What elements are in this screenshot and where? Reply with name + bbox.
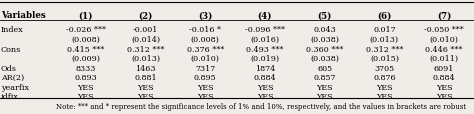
Text: (0.010): (0.010): [191, 55, 220, 63]
Text: (0.015): (0.015): [370, 55, 399, 63]
Text: 0.857: 0.857: [313, 74, 336, 82]
Text: YES: YES: [316, 83, 333, 91]
Text: -0.016 *: -0.016 *: [189, 26, 221, 34]
Text: YES: YES: [77, 83, 94, 91]
Text: (0.010): (0.010): [429, 36, 459, 44]
Text: 0.895: 0.895: [194, 74, 217, 82]
Text: 0.312 ***: 0.312 ***: [127, 45, 164, 53]
Text: 3705: 3705: [374, 64, 394, 72]
Text: 0.881: 0.881: [134, 74, 157, 82]
Text: (0.013): (0.013): [370, 36, 399, 44]
Text: (0.016): (0.016): [250, 36, 280, 44]
Text: YES: YES: [137, 83, 154, 91]
Text: YES: YES: [436, 83, 453, 91]
Text: 0.376 ***: 0.376 ***: [187, 45, 224, 53]
Text: -0.096 ***: -0.096 ***: [245, 26, 285, 34]
Text: 7317: 7317: [195, 64, 215, 72]
Text: 605: 605: [317, 64, 332, 72]
Text: (0.038): (0.038): [310, 55, 339, 63]
Text: -0.050 ***: -0.050 ***: [424, 26, 464, 34]
Text: 0.360 ***: 0.360 ***: [306, 45, 343, 53]
Text: yearfix: yearfix: [1, 83, 29, 91]
Text: Variables: Variables: [1, 11, 46, 20]
Text: AR(2): AR(2): [1, 74, 24, 82]
Text: Index: Index: [1, 26, 24, 34]
Text: (6): (6): [377, 11, 392, 20]
Text: YES: YES: [197, 83, 214, 91]
Text: 0.017: 0.017: [373, 26, 396, 34]
Text: 8333: 8333: [76, 64, 96, 72]
Text: 0.312 ***: 0.312 ***: [366, 45, 403, 53]
Text: YES: YES: [376, 92, 393, 100]
Text: 0.493 ***: 0.493 ***: [246, 45, 283, 53]
Text: 1463: 1463: [135, 64, 156, 72]
Text: (4): (4): [258, 11, 272, 20]
Text: 0.893: 0.893: [74, 74, 97, 82]
Text: 0.876: 0.876: [373, 74, 396, 82]
Text: (3): (3): [198, 11, 212, 20]
Text: YES: YES: [256, 92, 273, 100]
Text: (0.008): (0.008): [191, 36, 219, 44]
Text: -0.026 ***: -0.026 ***: [66, 26, 106, 34]
Text: (0.009): (0.009): [71, 55, 100, 63]
Text: 0.884: 0.884: [254, 74, 276, 82]
Text: 6091: 6091: [434, 64, 454, 72]
Text: YES: YES: [316, 92, 333, 100]
Text: (0.013): (0.013): [131, 55, 160, 63]
Text: 0.043: 0.043: [313, 26, 336, 34]
Text: idfix: idfix: [1, 92, 19, 100]
Text: (0.019): (0.019): [250, 55, 280, 63]
Text: YES: YES: [256, 83, 273, 91]
Text: (5): (5): [318, 11, 332, 20]
Text: -0.001: -0.001: [133, 26, 158, 34]
Text: (7): (7): [437, 11, 451, 20]
Text: YES: YES: [77, 92, 94, 100]
Text: 0.884: 0.884: [433, 74, 456, 82]
Text: YES: YES: [197, 92, 214, 100]
Text: 0.415 ***: 0.415 ***: [67, 45, 104, 53]
Text: (0.014): (0.014): [131, 36, 160, 44]
Text: (0.011): (0.011): [429, 55, 459, 63]
Text: Ods: Ods: [1, 64, 17, 72]
Text: (0.038): (0.038): [310, 36, 339, 44]
Text: (2): (2): [138, 11, 153, 20]
Text: (1): (1): [79, 11, 93, 20]
Text: (0.008): (0.008): [72, 36, 100, 44]
Text: Cons: Cons: [1, 45, 21, 53]
Text: Note: *** and * represent the significance levels of 1% and 10%, respectively, a: Note: *** and * represent the significan…: [56, 102, 466, 110]
Text: YES: YES: [137, 92, 154, 100]
Text: 1874: 1874: [255, 64, 275, 72]
Text: YES: YES: [376, 83, 393, 91]
Text: YES: YES: [436, 92, 453, 100]
Text: 0.446 ***: 0.446 ***: [426, 45, 463, 53]
